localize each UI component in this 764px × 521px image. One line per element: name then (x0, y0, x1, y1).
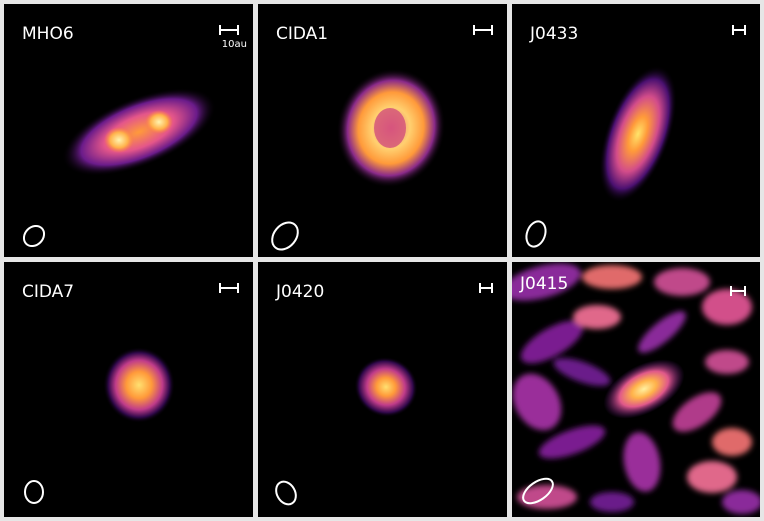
mho6-image (22, 87, 217, 248)
panel-cida1: CIDA1 (258, 4, 507, 257)
j0415-image (512, 262, 760, 517)
beam-ellipse (271, 221, 299, 251)
scale-bar (732, 25, 746, 35)
panel-j0415: J0415 (512, 262, 760, 517)
beam-ellipse (522, 477, 554, 505)
beam-ellipse (24, 480, 44, 504)
beam-ellipse (525, 220, 547, 248)
panel-label: J0433 (530, 24, 579, 44)
panel-cida7: CIDA7 (4, 262, 253, 517)
panel-label: CIDA7 (22, 282, 75, 302)
panel-label: J0420 (276, 282, 325, 302)
scale-bar (479, 283, 493, 293)
scale-bar (473, 25, 493, 35)
scale-bar (219, 25, 239, 35)
noise-blobs (512, 263, 760, 514)
panel-mho6: MHO6 10au (4, 4, 253, 257)
beam-ellipse (275, 480, 297, 506)
scale-bar (219, 283, 239, 293)
panel-label: CIDA1 (276, 24, 329, 44)
panel-label: MHO6 (22, 24, 74, 44)
cida7-image (24, 347, 175, 504)
panel-j0420: J0420 (258, 262, 507, 517)
panel-label: J0415 (520, 274, 569, 294)
j0433-image (525, 65, 677, 248)
scale-bar (730, 286, 746, 296)
cida1-image (271, 68, 446, 251)
beam-ellipse (22, 224, 46, 248)
panel-j0433: J0433 (512, 4, 760, 257)
j0420-image (275, 356, 418, 506)
scale-bar-label: 10au (221, 39, 247, 50)
